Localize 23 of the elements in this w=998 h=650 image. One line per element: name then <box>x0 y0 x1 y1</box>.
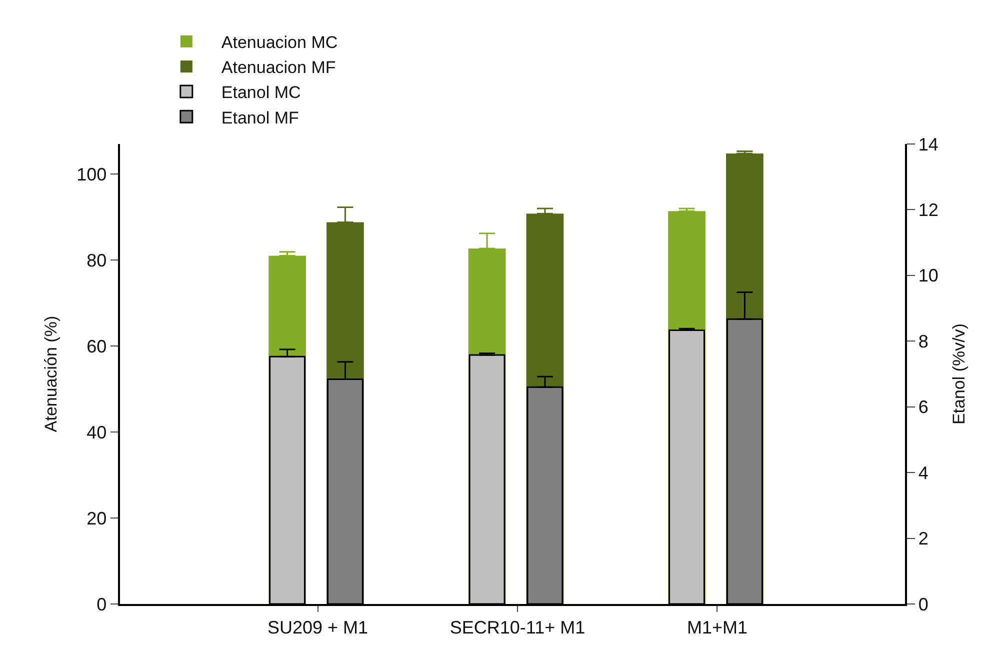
y-tick-label: 20 <box>86 508 107 528</box>
y2-tick-label: 6 <box>918 397 928 418</box>
x-tick-label: SECR10-11+ M1 <box>450 617 586 638</box>
y-tick-label: 40 <box>86 422 107 442</box>
y-tick-label: 60 <box>86 336 107 356</box>
x-tick-label: M1+M1 <box>686 617 748 638</box>
y2-tick-label: 8 <box>918 331 928 352</box>
legend-label: Etanol MF <box>221 108 299 128</box>
y2-axis-title: Etanol (%v/v) <box>949 323 968 425</box>
y2-tick-label: 10 <box>918 266 938 286</box>
y-axis-title: Atenuación (%) <box>42 316 61 432</box>
y2-tick-label: 0 <box>918 594 928 614</box>
legend-label: Atenuacion MC <box>221 32 338 52</box>
y2-tick-label: 12 <box>918 200 938 220</box>
legend-label: Atenuacion MF <box>221 58 336 78</box>
y-tick-label: 100 <box>76 164 107 184</box>
legend-label: Etanol MC <box>221 83 301 102</box>
y-tick-label: 80 <box>86 250 107 270</box>
y2-tick-label: 4 <box>918 462 928 483</box>
y2-tick-label: 14 <box>918 134 938 154</box>
y2-tick-label: 2 <box>918 528 928 549</box>
x-tick-label: SU209 + M1 <box>267 617 368 638</box>
y-tick-label: 0 <box>96 594 107 614</box>
